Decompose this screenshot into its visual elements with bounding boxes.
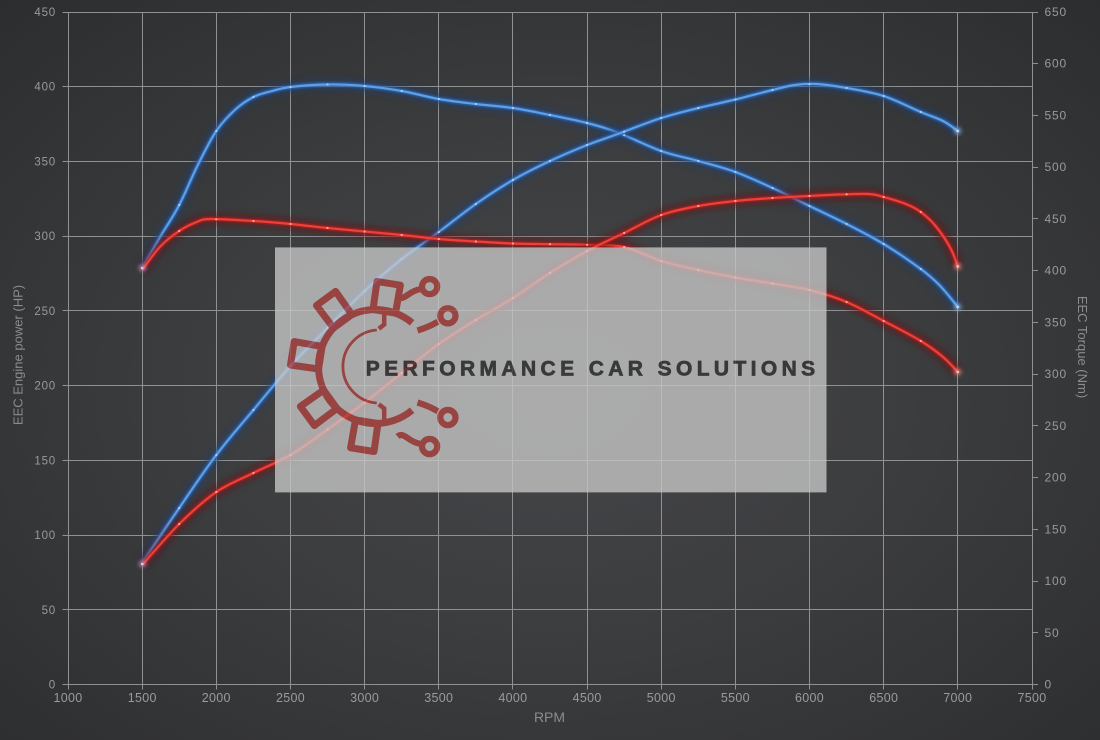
svg-text:5000: 5000 [647,691,676,705]
svg-text:400: 400 [34,82,56,94]
svg-text:250: 250 [34,306,56,318]
svg-text:1000: 1000 [53,691,82,705]
svg-text:6000: 6000 [795,691,824,705]
svg-text:650: 650 [1045,5,1067,19]
svg-text:600: 600 [1045,57,1067,71]
svg-text:450: 450 [34,7,56,19]
svg-text:7000: 7000 [943,691,972,705]
svg-text:EEC Engine power (HP): EEC Engine power (HP) [11,285,26,425]
svg-text:400: 400 [1045,264,1067,278]
svg-text:300: 300 [1045,367,1067,381]
svg-text:500: 500 [1045,160,1067,174]
svg-text:450: 450 [1045,212,1067,226]
svg-text:50: 50 [1045,626,1060,640]
svg-text:3500: 3500 [424,691,453,705]
svg-text:50: 50 [42,605,56,617]
svg-text:EEC Torque (Nm): EEC Torque (Nm) [1075,296,1090,398]
svg-text:5500: 5500 [721,691,750,705]
svg-text:200: 200 [1045,471,1067,485]
svg-text:250: 250 [1045,419,1067,433]
svg-text:350: 350 [34,156,56,168]
svg-text:6500: 6500 [869,691,898,705]
svg-text:0: 0 [49,680,56,692]
svg-text:7500: 7500 [1017,691,1046,705]
svg-text:RPM: RPM [534,709,565,725]
svg-text:4500: 4500 [573,691,602,705]
svg-text:350: 350 [1045,315,1067,329]
svg-text:0: 0 [1045,678,1052,692]
svg-text:200: 200 [34,381,56,393]
svg-text:4000: 4000 [498,691,527,705]
svg-text:3000: 3000 [350,691,379,705]
svg-text:300: 300 [34,231,56,243]
svg-text:1500: 1500 [128,691,157,705]
svg-text:100: 100 [1045,574,1067,588]
svg-text:150: 150 [34,455,56,467]
svg-text:2000: 2000 [202,691,231,705]
svg-text:550: 550 [1045,109,1067,123]
svg-text:150: 150 [1045,522,1067,536]
svg-text:100: 100 [34,530,56,542]
svg-text:2500: 2500 [276,691,305,705]
